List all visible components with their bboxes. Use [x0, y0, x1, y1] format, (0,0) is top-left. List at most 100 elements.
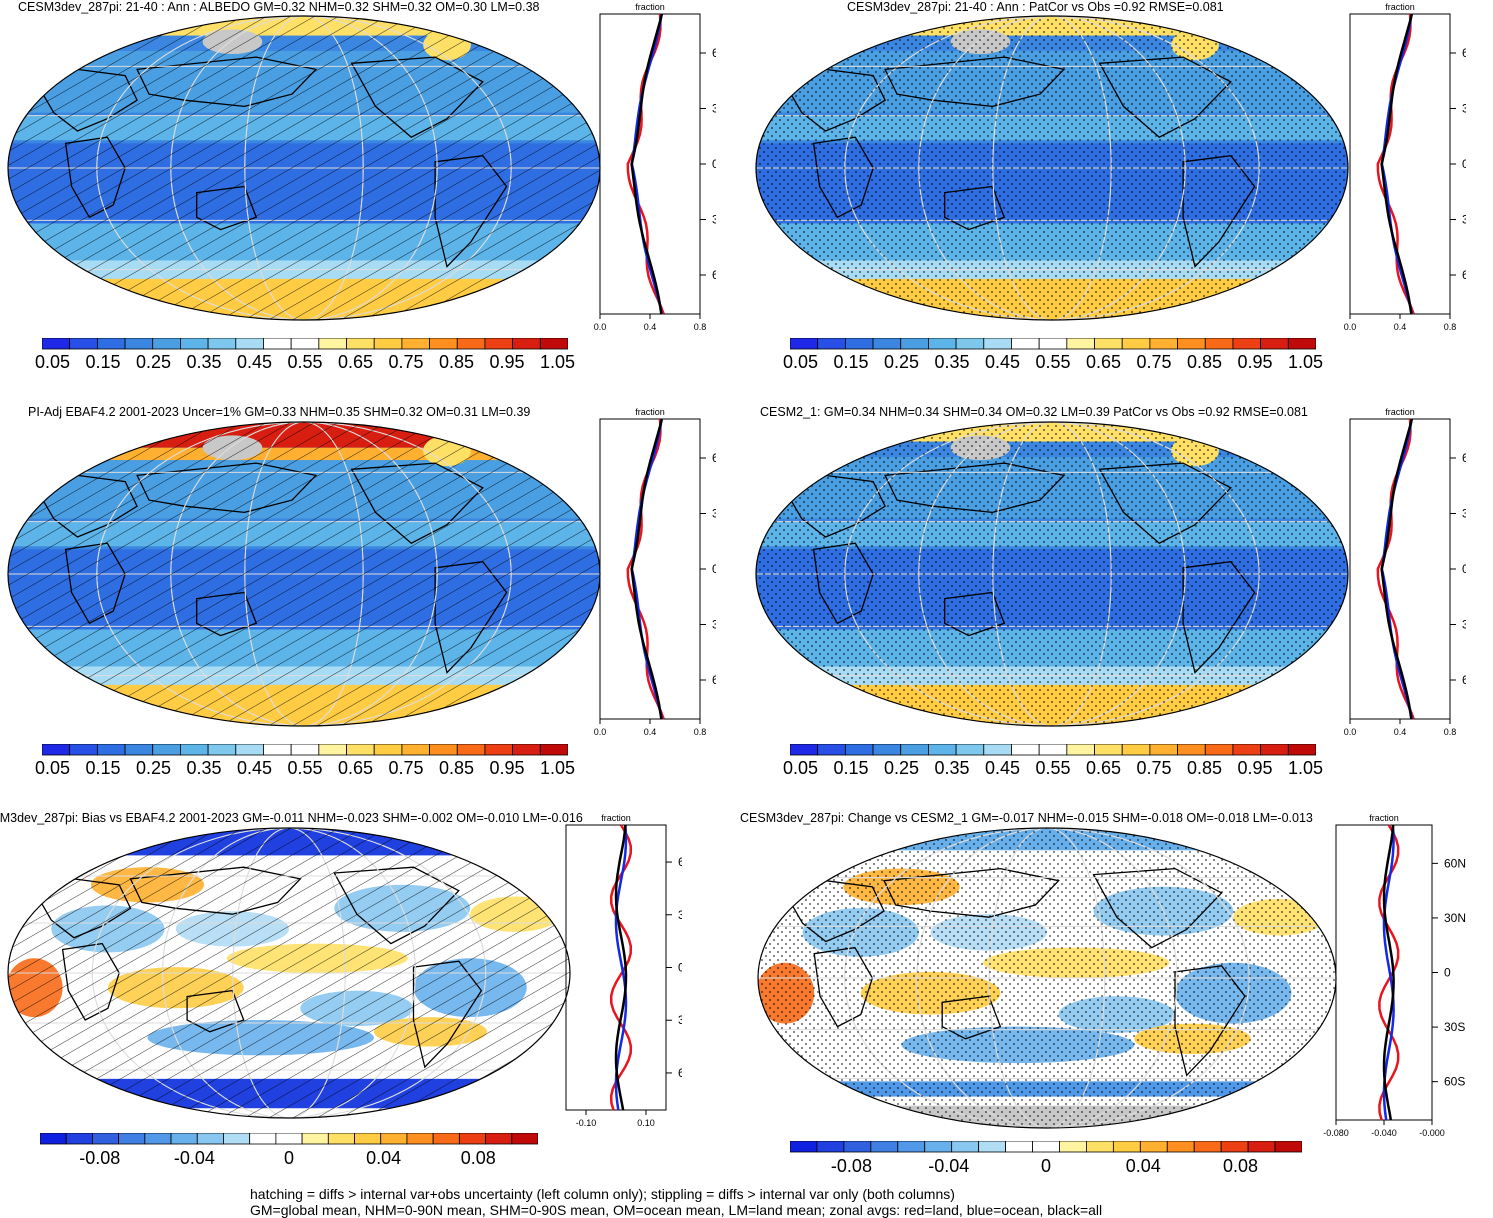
map-change-vs-cesm2 [757, 827, 1337, 1129]
colorbar-swatch [180, 744, 209, 756]
colorbar-tick-label: 0.75 [1136, 758, 1172, 778]
colorbar-tick-label: 0.15 [85, 352, 121, 372]
profile-y-tick: 60S [678, 1066, 682, 1080]
colorbar-tick-label: 0.85 [438, 758, 475, 778]
colorbar-swatch [170, 1133, 198, 1145]
colorbar-tick-label: 0.35 [186, 758, 222, 778]
colorbar-tick-label: -0.08 [79, 1148, 121, 1168]
colorbar-swatch [1193, 1141, 1222, 1153]
panel-title: PI-Adj EBAF4.2 2001-2023 Uncer=1% GM=0.3… [28, 405, 531, 419]
colorbar-tick-label: 0.45 [236, 758, 273, 778]
colorbar-swatch [870, 1141, 899, 1153]
profile-x-tick: 0.0 [594, 322, 607, 332]
colorbar-labels: -0.08 -0.04 0 0.04 0.08 [40, 1148, 538, 1170]
colorbar-swatch [1011, 744, 1040, 756]
colorbar-swatch [1112, 1141, 1141, 1153]
colorbar-swatch [1232, 338, 1262, 350]
panel-title: CESM3dev_287pi: Bias vs EBAF4.2 2001-202… [0, 811, 583, 825]
map-bias-vs-obs [7, 827, 571, 1119]
profile-y-tick: 0 [678, 961, 682, 975]
colorbar-swatch [924, 1141, 953, 1153]
profile-x-tick: 0.8 [1444, 727, 1457, 737]
profile-header: fraction [1369, 813, 1399, 823]
profile-x-tick: 0.8 [694, 727, 707, 737]
colorbar-swatch [1121, 338, 1151, 350]
colorbar-swatch [65, 1133, 93, 1145]
colorbar-tick-label: 0.65 [1085, 352, 1122, 372]
profile-y-tick: 30S [1444, 1020, 1465, 1034]
profile-y-tick: 60N [1462, 46, 1466, 60]
colorbar-swatch [118, 1133, 146, 1145]
colorbar-swatch [69, 338, 98, 350]
colorbar-tick-label: 1.05 [1287, 758, 1323, 778]
colorbar-swatch [512, 338, 541, 350]
colorbar-swatch [456, 338, 486, 350]
colorbar-swatch [1274, 1141, 1302, 1153]
zonal-profile: fraction 60N 30N 0 30S 60S 0.0 0.4 0.8 [1344, 407, 1466, 737]
colorbar-tick-label: 0.25 [883, 352, 920, 372]
profile-series-line [630, 418, 664, 720]
colorbar-swatch [69, 744, 98, 756]
colorbar-tick-label: 0.55 [1035, 758, 1071, 778]
colorbar-swatch [144, 1133, 172, 1145]
profile-x-tick: 0.8 [1444, 322, 1457, 332]
zonal-profile: fraction 60N 30N 0 30S 60S 0.0 0.4 0.8 [1344, 2, 1466, 332]
colorbar-tick-label: 0.75 [1136, 352, 1172, 372]
profile-header: fraction [1385, 407, 1415, 417]
colorbar-tick-label: 0.15 [833, 758, 869, 778]
colorbar-tick-label: 0.95 [489, 352, 525, 372]
profile-series-line [1382, 824, 1395, 1121]
colorbar-labels: 0.05 0.15 0.25 0.35 0.45 0.55 0.65 0.75 0.85 0.95… [783, 352, 1323, 374]
profile-x-tick: -0.000 [1419, 1128, 1445, 1138]
profile-x-tick: 0.4 [1394, 727, 1407, 737]
colorbar-tick-label: 0.08 [1223, 1156, 1259, 1176]
profile-x-tick: 0.4 [1394, 322, 1407, 332]
colorbar-swatch [872, 744, 902, 756]
colorbar-swatch [406, 1133, 434, 1145]
profile-x-tick: -0.080 [1323, 1128, 1349, 1138]
map-albedo-obs [7, 421, 601, 727]
colorbar-swatch [373, 338, 403, 350]
colorbar-swatch [429, 338, 458, 350]
profile-x-tick: 0.0 [594, 727, 607, 737]
map-albedo-cesm2 [755, 421, 1349, 727]
colorbar-swatch [196, 1133, 224, 1145]
colorbar-swatch [1260, 744, 1289, 756]
zonal-profile: fraction 60N 30N 0 30S 60S 0.0 0.4 0.8 [594, 407, 716, 737]
colorbar-swatch [1149, 744, 1178, 756]
colorbar-tick-label: 0.45 [984, 352, 1021, 372]
profile-x-tick: -0.040 [1371, 1128, 1397, 1138]
colorbar-swatch [124, 744, 154, 756]
colorbar-swatch [42, 338, 71, 350]
colorbar-swatch [955, 744, 985, 756]
colorbar-swatch [790, 338, 819, 350]
map-albedo-patcor [755, 15, 1349, 321]
zonal-profile: fraction 60N 30N 0 30S 60S -0.080 -0.040 -0.000 [1323, 813, 1466, 1138]
colorbar-swatch [955, 338, 985, 350]
colorbar-swatch [249, 1133, 277, 1145]
colorbar-swatch [152, 338, 181, 350]
profile-y-tick: 60S [712, 673, 716, 687]
colorbar-swatch [124, 338, 154, 350]
colorbar-swatch [817, 744, 846, 756]
colorbar-swatch [1260, 338, 1289, 350]
colorbar-swatch [1166, 1141, 1195, 1153]
profile-y-tick: 60N [712, 451, 716, 465]
profile-y-tick: 30S [1462, 618, 1466, 632]
profile-y-tick: 30S [712, 213, 716, 227]
colorbar-swatch [983, 744, 1012, 756]
colorbar-swatch [928, 744, 957, 756]
profile-header: fraction [1385, 2, 1415, 12]
panel-title: CESM3dev_287pi: Change vs CESM2_1 GM=-0.… [740, 811, 1313, 825]
colorbar-tick-label: 0.85 [438, 352, 475, 372]
colorbar-swatch [327, 1133, 355, 1145]
colorbar-swatch [40, 1133, 67, 1145]
colorbar-swatch [92, 1133, 120, 1145]
zonal-profile: fraction 60N 30N 0 30S 60S -0.10 0.10 [565, 813, 682, 1128]
colorbar-swatch [897, 1141, 926, 1153]
colorbar-swatch [900, 338, 929, 350]
colorbar-tick-label: 0.05 [782, 758, 819, 778]
figure-caption: hatching = diffs > internal var+obs unce… [250, 1186, 1102, 1218]
colorbar-tick-label: 0.95 [1237, 758, 1273, 778]
caption-line-2: GM=global mean, NHM=0-90N mean, SHM=0-90… [250, 1202, 1103, 1218]
